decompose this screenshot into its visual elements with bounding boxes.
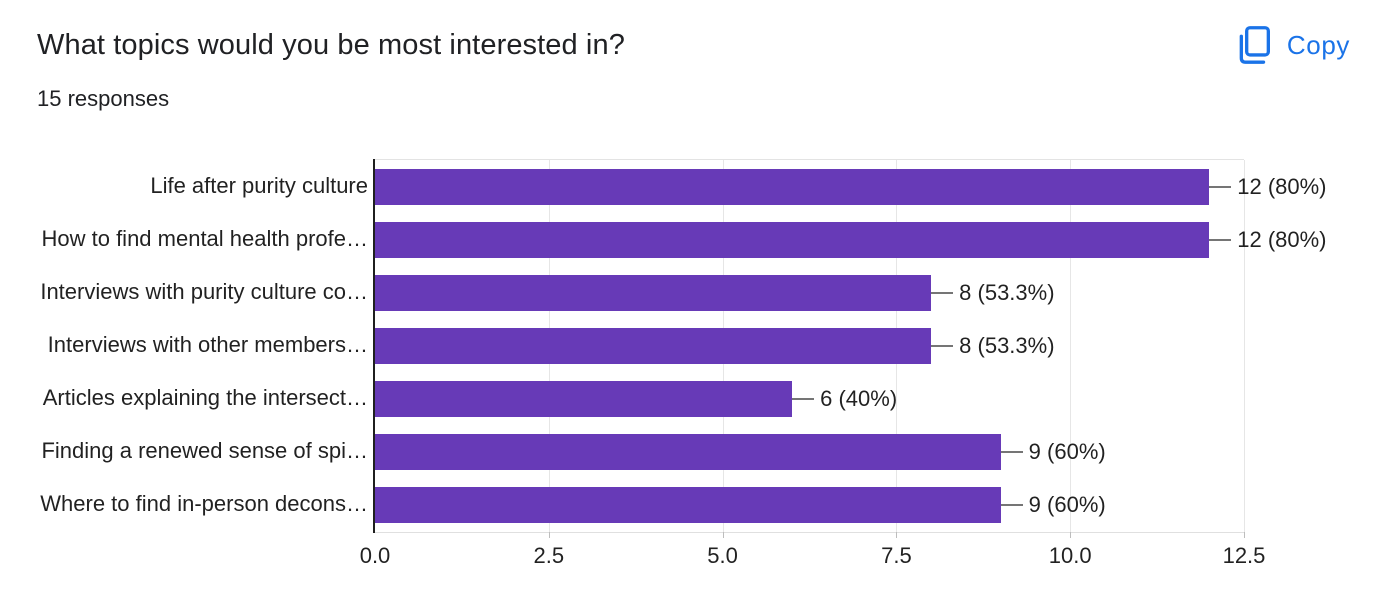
bar-row: 9 (60%) bbox=[375, 479, 1244, 532]
bar bbox=[375, 381, 793, 418]
gridline bbox=[1070, 160, 1072, 532]
tick-mark bbox=[1070, 532, 1072, 538]
copy-button-label: Copy bbox=[1286, 30, 1350, 60]
plot-area: 12 (80%) 12 (80%) 8 (53.3%) 8 (53.3%) 6 (40%… bbox=[373, 159, 1327, 538]
bar bbox=[375, 327, 932, 364]
x-tick-label: 10.0 bbox=[1048, 543, 1092, 568]
value-label: 9 (60%) bbox=[1028, 439, 1106, 465]
value-connector bbox=[1209, 185, 1232, 188]
tick-mark bbox=[1244, 532, 1245, 538]
value-label: 12 (80%) bbox=[1237, 226, 1327, 252]
gridline bbox=[1244, 160, 1245, 532]
copy-icon bbox=[1233, 24, 1270, 67]
tick-mark bbox=[722, 532, 724, 538]
tick-mark bbox=[896, 532, 898, 538]
x-tick-label: 7.5 bbox=[881, 543, 912, 568]
question-title: What topics would you be most interested… bbox=[37, 29, 625, 61]
category-axis: Life after purity culture How to find men… bbox=[0, 159, 368, 531]
category-label: Where to find in-person decons… bbox=[40, 491, 368, 517]
value-connector bbox=[1209, 238, 1232, 241]
category-label: Life after purity culture bbox=[150, 172, 368, 198]
value-connector bbox=[931, 344, 954, 347]
response-count: 15 responses bbox=[37, 86, 170, 111]
bar-row: 8 (53.3%) bbox=[375, 266, 1244, 319]
bar bbox=[375, 434, 1001, 471]
bar-row: 12 (80%) bbox=[375, 160, 1327, 213]
bar-row: 8 (53.3%) bbox=[375, 319, 1244, 372]
x-axis: 0.0 2.5 5.0 7.5 10.0 12.5 bbox=[360, 543, 1266, 573]
value-label: 12 (80%) bbox=[1237, 173, 1327, 199]
category-label: Interviews with other members… bbox=[47, 332, 368, 357]
category-label: Finding a renewed sense of spi… bbox=[41, 438, 368, 464]
bar bbox=[375, 221, 1210, 258]
value-connector bbox=[1000, 504, 1023, 507]
bar bbox=[375, 168, 1210, 205]
value-label: 9 (60%) bbox=[1028, 492, 1106, 518]
bar bbox=[375, 274, 932, 311]
x-tick-label: 0.0 bbox=[359, 543, 391, 568]
value-connector bbox=[931, 291, 954, 294]
category-label: How to find mental health profe… bbox=[41, 225, 368, 251]
value-label: 8 (53.3%) bbox=[959, 279, 1055, 305]
value-connector bbox=[1000, 451, 1023, 454]
bar-row: 12 (80%) bbox=[375, 213, 1327, 266]
x-tick-label: 12.5 bbox=[1222, 543, 1266, 568]
value-connector bbox=[792, 398, 815, 401]
copy-button[interactable]: Copy bbox=[1231, 22, 1352, 69]
value-label: 6 (40%) bbox=[820, 386, 898, 412]
bar-row: 9 (60%) bbox=[375, 426, 1244, 479]
x-tick-label: 2.5 bbox=[533, 543, 565, 568]
tick-mark bbox=[548, 532, 550, 538]
bar bbox=[375, 487, 1001, 524]
value-label: 8 (53.3%) bbox=[959, 332, 1055, 358]
bar-row: 6 (40%) bbox=[375, 373, 1244, 426]
y-axis-line bbox=[373, 159, 375, 533]
x-tick-label: 5.0 bbox=[707, 543, 738, 568]
category-label: Articles explaining the intersect… bbox=[42, 385, 368, 411]
category-label: Interviews with purity culture co… bbox=[40, 278, 368, 304]
